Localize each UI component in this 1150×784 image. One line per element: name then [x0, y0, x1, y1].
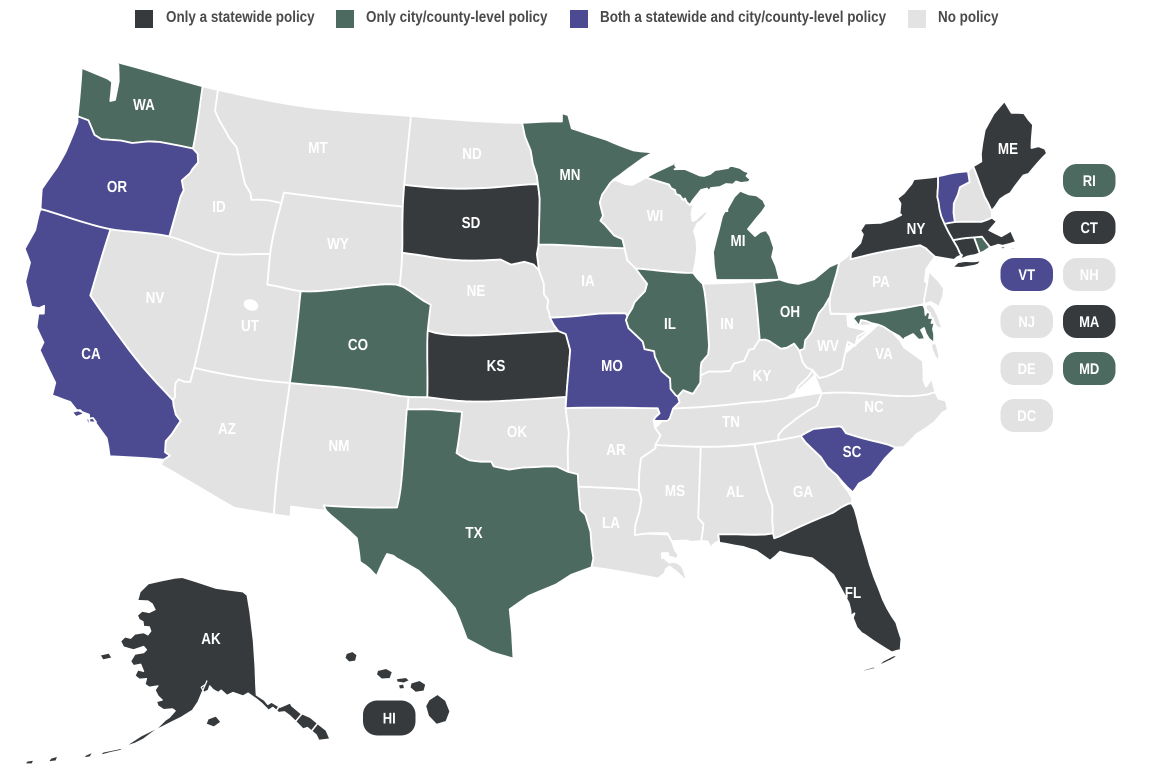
- svg-text:NJ: NJ: [1018, 314, 1035, 331]
- svg-text:OR: OR: [107, 179, 128, 196]
- svg-text:AR: AR: [606, 442, 626, 459]
- svg-text:ND: ND: [462, 146, 481, 163]
- svg-text:IL: IL: [664, 316, 676, 333]
- svg-text:IA: IA: [581, 273, 595, 290]
- svg-text:NY: NY: [907, 221, 926, 238]
- svg-text:MA: MA: [1079, 314, 1099, 331]
- svg-text:GA: GA: [793, 484, 814, 501]
- svg-text:OK: OK: [507, 424, 528, 441]
- svg-text:VT: VT: [1018, 267, 1035, 284]
- svg-text:DE: DE: [1018, 361, 1036, 378]
- svg-text:NE: NE: [467, 283, 486, 300]
- svg-text:CO: CO: [348, 337, 368, 354]
- svg-text:MO: MO: [601, 358, 623, 375]
- svg-text:KY: KY: [753, 368, 772, 385]
- svg-text:VA: VA: [875, 346, 893, 363]
- svg-text:OH: OH: [780, 304, 800, 321]
- svg-text:CA: CA: [81, 346, 101, 363]
- svg-text:MD: MD: [1079, 361, 1099, 378]
- svg-text:KS: KS: [487, 358, 506, 375]
- svg-text:MI: MI: [731, 233, 746, 250]
- svg-text:AL: AL: [726, 484, 744, 501]
- svg-text:AZ: AZ: [218, 421, 236, 438]
- svg-text:PA: PA: [872, 274, 890, 291]
- svg-text:NV: NV: [146, 290, 165, 307]
- svg-text:MN: MN: [560, 167, 581, 184]
- svg-text:WY: WY: [327, 236, 349, 253]
- svg-text:NM: NM: [329, 438, 350, 455]
- svg-text:IN: IN: [720, 316, 733, 333]
- svg-text:AK: AK: [201, 631, 221, 648]
- svg-text:MT: MT: [308, 140, 328, 157]
- svg-text:ME: ME: [998, 141, 1018, 158]
- svg-text:WI: WI: [647, 208, 663, 225]
- svg-text:SD: SD: [462, 215, 481, 232]
- svg-text:WV: WV: [817, 338, 839, 355]
- svg-text:RI: RI: [1083, 173, 1096, 190]
- svg-text:MS: MS: [665, 483, 685, 500]
- svg-text:NC: NC: [864, 399, 884, 416]
- svg-text:HI: HI: [383, 711, 396, 728]
- svg-text:TN: TN: [722, 414, 740, 431]
- svg-text:ID: ID: [212, 199, 225, 216]
- svg-text:FL: FL: [845, 585, 862, 602]
- svg-text:CT: CT: [1081, 220, 1099, 237]
- svg-text:TX: TX: [465, 525, 482, 542]
- svg-text:WA: WA: [133, 97, 155, 114]
- svg-text:UT: UT: [241, 318, 259, 335]
- svg-text:DC: DC: [1017, 408, 1036, 425]
- svg-text:SC: SC: [843, 444, 862, 461]
- svg-text:NH: NH: [1080, 267, 1099, 284]
- svg-text:LA: LA: [602, 515, 620, 532]
